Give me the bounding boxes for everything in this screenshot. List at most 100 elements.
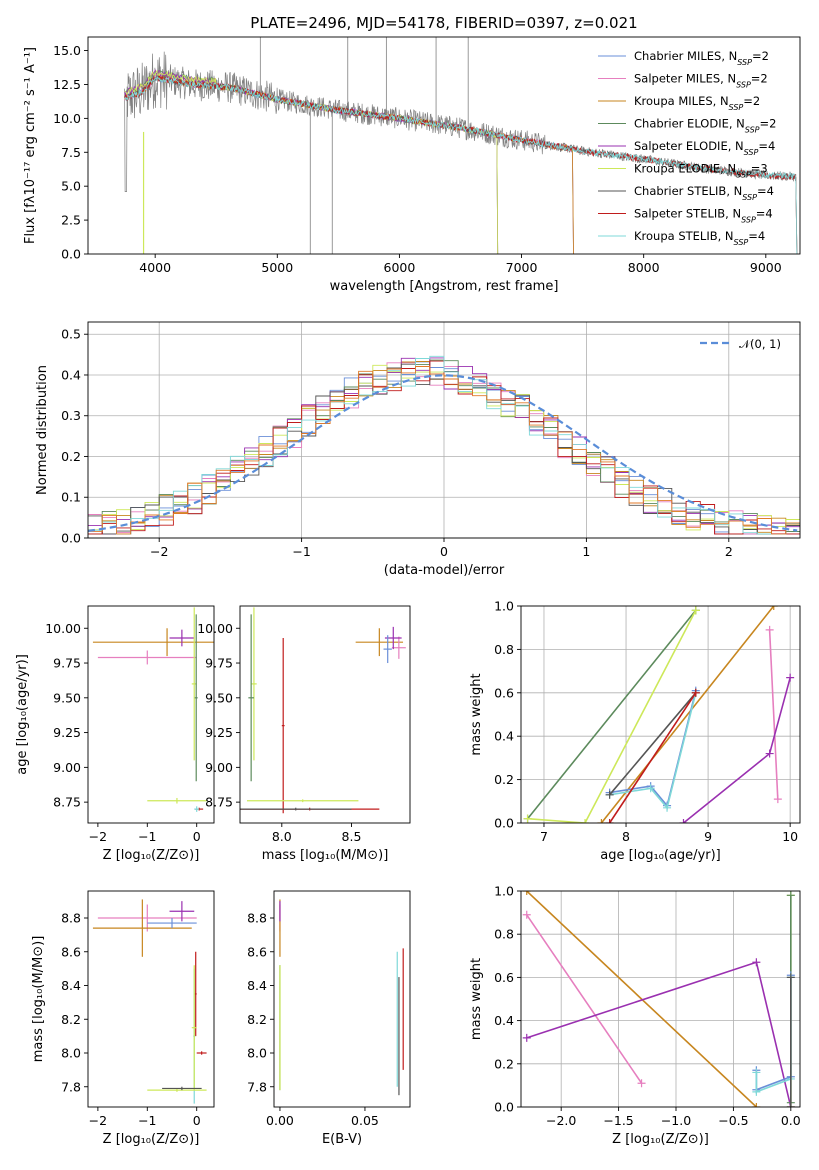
y-tick-label: 0.0: [494, 816, 514, 831]
y-axis-label: age [log₁₀(age/yr)]: [15, 654, 30, 775]
y-tick-label: 0.8: [494, 642, 514, 657]
y-tick-label: 8.4: [61, 978, 81, 993]
y-axis-label: mass weight: [469, 958, 484, 1040]
y-tick-label: 0.8: [494, 927, 514, 942]
y-tick-label: 9.50: [53, 690, 81, 705]
y-tick-label: 0.4: [61, 367, 81, 382]
y-tick-label: 0.0: [494, 1100, 514, 1115]
y-tick-label: 0.3: [61, 408, 81, 423]
y-tick-label: 7.8: [247, 1079, 267, 1094]
x-tick-label: 8.0: [272, 829, 292, 844]
y-tick-label: 9.75: [53, 656, 81, 671]
axes-frame: [520, 890, 801, 1108]
errorbar-chabrier-miles: [383, 635, 392, 664]
x-tick-label: 1: [582, 544, 590, 559]
legend: 𝒩(0, 1): [700, 337, 781, 351]
x-tick-label: 0.0: [781, 1113, 801, 1128]
errorbar-chabrier-miles: [147, 918, 197, 929]
errorbar-salpeter-elodie: [169, 901, 195, 922]
y-tick-label: 1.0: [494, 884, 514, 899]
legend-label: Salpeter MILES, NSSP=2: [634, 72, 768, 90]
x-tick-label: −2: [89, 829, 107, 844]
x-tick-label: 0: [440, 544, 448, 559]
weight-marker: [769, 606, 778, 610]
errorbar-kroupa-elodie: [147, 797, 207, 804]
y-tick-label: 8.4: [247, 978, 267, 993]
weight-line-kroupa-miles: [526, 891, 757, 1107]
errorbar-salpeter-stelib: [194, 951, 197, 1037]
hist-step-orange: [88, 366, 800, 535]
plot-area: [124, 37, 798, 254]
x-axis-label: age [log₁₀(age/yr)]: [600, 848, 721, 863]
x-tick-label: 2: [725, 544, 733, 559]
axes-frame: [87, 605, 215, 824]
errorbar-kroupa-miles: [92, 628, 214, 657]
y-axis-label: mass weight: [469, 673, 484, 755]
data-spectrum-line: [124, 51, 797, 192]
panel-mass_vs_ebv: 0.00 0.05 7.8 8.0 8.2 8.4 8.6 8.8 E(B-V): [247, 890, 411, 1147]
y-tick-label: 1.0: [494, 599, 514, 614]
plot-area: [279, 899, 404, 1096]
weight-line-chabrier-elodie: [526, 609, 697, 820]
y-tick-label: 8.0: [247, 1046, 267, 1061]
weight-line-salpeter-stelib: [608, 692, 697, 823]
plot-area: [92, 899, 207, 1104]
y-tick-label: 9.00: [53, 760, 81, 775]
panel-residuals: −2 −1 0 1 2 0.0 0.1 0.2 0.3 0.4 0.5 (data-model)/er…: [35, 321, 801, 578]
x-axis-label: Z [log₁₀(Z/Z⊙)]: [103, 848, 200, 863]
axes-frame: [239, 605, 411, 824]
y-axis-label: Normed distribution: [35, 365, 50, 495]
x-tick-label: 8.5: [342, 829, 362, 844]
x-tick-label: 5000: [261, 260, 293, 275]
legend: Chabrier MILES, NSSP=2 Salpeter MILES, NS…: [598, 49, 776, 247]
weight-marker: [691, 606, 700, 615]
y-tick-label: 10.0: [53, 111, 81, 126]
y-tick-label: 8.2: [247, 1012, 267, 1027]
plot-area: [522, 891, 795, 1107]
weight-marker: [752, 958, 761, 967]
legend-label: Kroupa STELIB, NSSP=4: [634, 229, 765, 247]
x-axis-label: (data-model)/error: [384, 563, 505, 578]
x-tick-label: −1: [138, 1113, 156, 1128]
panel-spectrum: 4000 5000 6000 7000 8000 9000 0.0 2.5 5.0 7.5 10.0…: [23, 14, 801, 294]
weight-marker: [637, 1079, 646, 1088]
weight-marker: [752, 1068, 761, 1077]
y-tick-label: 5.0: [61, 179, 81, 194]
y-tick-label: 10.00: [45, 621, 81, 636]
legend-label: Chabrier MILES, NSSP=2: [634, 49, 769, 67]
y-tick-label: 8.75: [53, 795, 81, 810]
y-tick-label: 9.75: [205, 656, 233, 671]
x-tick-label: −1: [138, 829, 156, 844]
y-tick-label: 0.4: [494, 729, 514, 744]
errorbar-salpeter-miles: [97, 904, 197, 932]
panel-weight_vs_Z: −2.0 −1.5 −1.0 −0.5 0.0 0.0 0.2 0.4 0.6 0.8 1.0 Z […: [469, 884, 801, 1148]
y-tick-label: 12.5: [53, 77, 81, 92]
y-tick-label: 9.00: [205, 760, 233, 775]
x-axis-label: wavelength [Angstrom, rest frame]: [330, 279, 559, 294]
x-axis-label: Z [log₁₀(Z/Z⊙)]: [612, 1132, 709, 1147]
legend-label: Salpeter ELODIE, NSSP=4: [634, 139, 775, 157]
x-axis-label: mass [log₁₀(M/M⊙)]: [262, 848, 389, 863]
weight-marker: [605, 819, 614, 823]
weight-marker: [765, 749, 774, 758]
legend-label: Chabrier ELODIE, NSSP=2: [634, 117, 776, 135]
normal-curve: [88, 374, 798, 532]
axes-frame: [520, 605, 801, 824]
x-tick-label: 7000: [506, 260, 538, 275]
weight-marker: [522, 910, 531, 919]
errorbar-kroupa-elodie: [251, 607, 257, 761]
y-tick-label: 2.5: [61, 213, 81, 228]
plot-area: [523, 606, 795, 823]
model-line-kroupa-stelib: [124, 75, 798, 254]
weight-marker: [786, 891, 795, 900]
y-tick-label: 8.6: [61, 944, 81, 959]
weight-marker: [646, 784, 655, 793]
y-tick-label: 7.5: [61, 145, 81, 160]
errorbar-kroupa-miles: [92, 899, 192, 957]
legend-label: Kroupa ELODIE, NSSP=3: [634, 162, 768, 180]
y-tick-label: 9.25: [205, 725, 233, 740]
x-tick-label: 4000: [139, 260, 171, 275]
y-tick-label: 0.1: [61, 490, 81, 505]
errorbar-chabrier-elodie: [194, 614, 198, 782]
